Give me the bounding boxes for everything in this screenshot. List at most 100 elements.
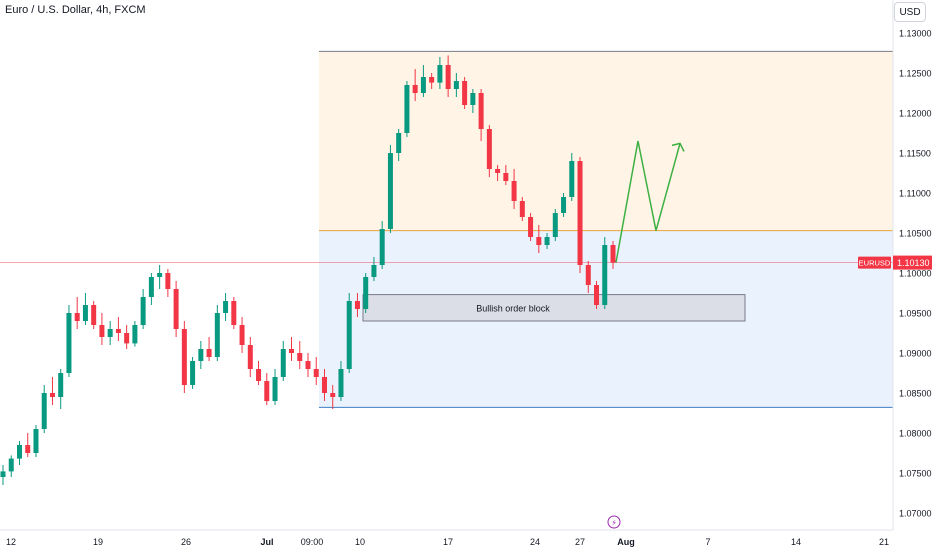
candle-body <box>8 458 14 472</box>
candle-body <box>107 329 113 337</box>
symbol-tag: EURUSD <box>859 259 891 268</box>
candle-body <box>198 349 204 361</box>
candle-body <box>247 345 253 369</box>
candle-body <box>412 85 418 93</box>
candle-body <box>379 229 385 265</box>
order-block-label: Bullish order block <box>476 303 550 313</box>
candle-body <box>289 349 295 353</box>
candle-body <box>99 325 105 337</box>
candle-body <box>165 273 171 289</box>
candle-body <box>41 393 47 429</box>
candle-body <box>256 369 262 381</box>
candle-body <box>470 93 476 105</box>
y-tick-label: 1.10000 <box>899 269 932 279</box>
candle-body <box>132 325 138 344</box>
candle-body <box>313 369 319 377</box>
candle-body <box>346 301 352 369</box>
order-block-box <box>362 294 746 322</box>
candle-body <box>503 173 509 181</box>
x-tick-label: 19 <box>93 537 103 547</box>
candle-body <box>181 329 187 385</box>
x-tick-label: 24 <box>530 537 540 547</box>
candle-body <box>16 445 22 459</box>
candle-body <box>321 377 327 393</box>
premium-zone <box>319 51 893 231</box>
candle-body <box>148 277 154 297</box>
candle-body <box>519 201 525 217</box>
x-tick-label: Jul <box>260 537 273 547</box>
y-tick-label: 1.12500 <box>899 69 932 79</box>
projection-arrowhead <box>671 142 685 152</box>
candle-body <box>429 77 435 83</box>
x-tick-label: 12 <box>6 537 16 547</box>
x-tick-label: 14 <box>791 537 801 547</box>
candle-body <box>528 217 534 237</box>
candle-body <box>74 313 80 321</box>
x-tick-label: 17 <box>443 537 453 547</box>
y-tick-label: 1.08500 <box>899 389 932 399</box>
candle-body <box>387 153 393 229</box>
candle-body <box>544 237 550 245</box>
candle-body <box>206 349 212 357</box>
candle-body <box>157 273 163 277</box>
x-tick-label: 09:00 <box>301 537 324 547</box>
candle-body <box>577 161 583 265</box>
candle-body <box>437 65 443 83</box>
candle-body <box>495 169 501 173</box>
projection-path <box>615 140 681 263</box>
candle-body <box>585 265 591 285</box>
candle-body <box>396 133 402 153</box>
candle-body <box>462 81 468 105</box>
lightning-icon: ⚡ <box>611 519 617 528</box>
candle-body <box>602 245 608 305</box>
candle-body <box>58 373 64 397</box>
candle-body <box>445 65 451 89</box>
candle-body <box>115 329 121 333</box>
y-tick-label: 1.07000 <box>899 509 932 519</box>
candle-body <box>66 313 72 373</box>
candle-body <box>363 277 369 309</box>
y-tick-label: 1.12000 <box>899 109 932 119</box>
candle-body <box>486 129 492 169</box>
candle-body <box>305 361 311 369</box>
candle-body <box>231 301 237 325</box>
x-tick-label: 7 <box>705 537 710 547</box>
y-tick-label: 1.11500 <box>899 149 931 159</box>
candle-body <box>561 197 567 213</box>
y-tick-label: 1.07500 <box>899 469 932 479</box>
symbol-title: Euro / U.S. Dollar, 4h, FXCM <box>5 4 146 16</box>
candle-body <box>223 301 229 313</box>
candle-body <box>124 333 130 344</box>
candle-body <box>214 313 220 357</box>
last-price-box <box>893 255 932 270</box>
candle-body <box>354 301 360 309</box>
candle-body <box>610 245 616 263</box>
candle-body <box>371 265 377 277</box>
candle-body <box>190 361 196 385</box>
candle-body <box>338 369 344 397</box>
x-tick-label: Aug <box>617 537 635 547</box>
candle-body <box>140 297 146 325</box>
candle-body <box>594 285 600 305</box>
candle-body <box>569 161 575 197</box>
y-tick-label: 1.11000 <box>899 189 931 199</box>
candle-body <box>25 445 31 453</box>
last-price-label: 1.10130 <box>897 258 930 268</box>
candle-body <box>404 85 410 133</box>
candle-body <box>82 305 88 321</box>
candle-body <box>453 81 459 89</box>
currency-button[interactable]: USD <box>894 2 926 22</box>
y-tick-label: 1.09000 <box>899 349 932 359</box>
x-tick-label: 21 <box>879 537 889 547</box>
candle-body <box>33 429 39 453</box>
candle-body <box>49 393 55 397</box>
candle-body <box>511 181 517 201</box>
candle-body <box>264 381 270 401</box>
candle-body <box>0 471 6 477</box>
candle-body <box>552 213 558 237</box>
candle-body <box>173 289 179 329</box>
candle-body <box>239 325 245 345</box>
candle-body <box>297 353 303 361</box>
